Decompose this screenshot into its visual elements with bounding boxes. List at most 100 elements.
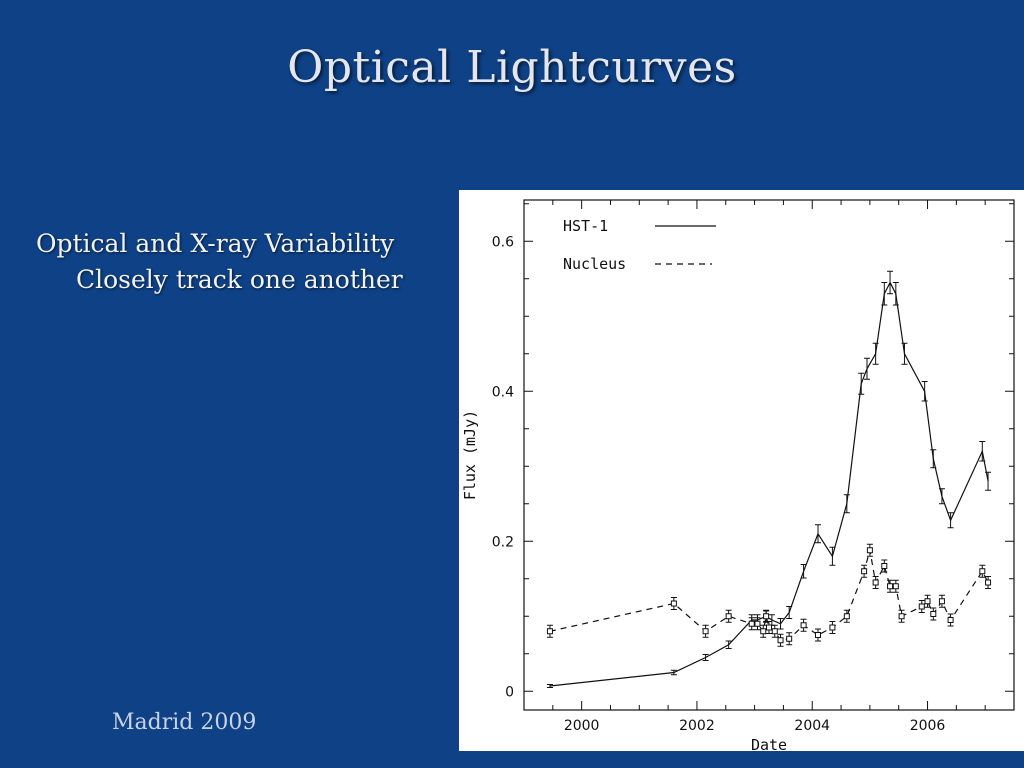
hst-1-point xyxy=(546,684,553,688)
point-marker xyxy=(866,547,873,554)
hst-1-point xyxy=(829,546,836,566)
y-tick-label: 0.6 xyxy=(492,234,514,250)
nucleus-point xyxy=(924,594,931,608)
hst-1-point xyxy=(786,606,793,619)
nucleus-point xyxy=(930,607,937,621)
point-marker xyxy=(924,598,931,605)
nucleus-point xyxy=(748,617,755,631)
nucleus-point xyxy=(843,609,850,623)
point-marker xyxy=(777,637,784,644)
hst-1-point xyxy=(892,282,899,306)
nucleus-point xyxy=(786,632,793,646)
hst-1-point xyxy=(872,342,879,365)
point-marker xyxy=(887,583,894,590)
nucleus-point xyxy=(872,576,879,589)
point-marker xyxy=(800,622,807,629)
point-marker xyxy=(881,563,888,569)
point-marker xyxy=(985,579,992,586)
hst-1-point xyxy=(938,488,945,505)
point-marker xyxy=(829,624,836,631)
y-tick-label: 0.4 xyxy=(492,384,514,400)
hst-1-point xyxy=(815,524,821,544)
nucleus-point xyxy=(829,621,836,634)
nucleus-point xyxy=(866,543,873,557)
y-tick-label: 0.2 xyxy=(492,534,514,550)
nucleus-point xyxy=(763,609,770,623)
point-marker xyxy=(725,613,732,620)
bullet-line-1: Optical and X-ray Variability xyxy=(36,229,395,258)
point-marker xyxy=(786,635,793,642)
point-marker xyxy=(546,628,553,635)
point-marker xyxy=(843,613,850,620)
hst-1-point xyxy=(901,342,908,365)
nucleus-point xyxy=(670,597,677,610)
point-marker xyxy=(918,603,925,610)
nucleus-point xyxy=(861,564,868,578)
point-marker xyxy=(760,628,767,635)
nucleus-point xyxy=(800,618,807,632)
axes-group: 2000 2002 2004 2006 0 0.2 0.4 0.6 xyxy=(492,200,1015,734)
x-tick-label: 2000 xyxy=(564,718,600,734)
nucleus-point xyxy=(985,576,992,589)
x-tick-label: 2004 xyxy=(794,718,830,734)
point-marker xyxy=(766,624,772,631)
nucleus-point xyxy=(947,613,954,627)
legend-label: HST-1 xyxy=(563,217,608,235)
hst-1-point xyxy=(930,449,937,469)
x-axis-label: Date xyxy=(751,736,787,751)
x-tick-label: 2006 xyxy=(910,718,946,734)
bullet-text: Optical and X-ray Variability Closely tr… xyxy=(36,226,436,298)
hst-1-point xyxy=(670,669,677,676)
hst-1-point xyxy=(864,357,870,380)
nucleus-point xyxy=(815,628,821,642)
hst-1-point xyxy=(858,372,865,395)
lightcurve-chart: 2000 2002 2004 2006 0 0.2 0.4 0.6 HST-1 Nucleus … xyxy=(459,190,1024,751)
hst-1-point xyxy=(881,282,888,306)
hst-1-point xyxy=(887,270,894,295)
footer-text: Madrid 2009 xyxy=(112,710,257,735)
point-marker xyxy=(898,613,905,620)
nucleus-point xyxy=(898,609,905,623)
nucleus-point xyxy=(777,633,784,647)
point-marker xyxy=(771,628,778,635)
nucleus-point xyxy=(760,624,767,638)
hst-1-point xyxy=(777,618,784,630)
hst-1-point xyxy=(985,471,992,491)
hst-1-point xyxy=(768,614,775,626)
hst-1-point xyxy=(725,640,732,649)
legend-label: Nucleus xyxy=(563,255,626,273)
point-marker xyxy=(815,632,821,638)
point-marker xyxy=(892,583,899,590)
nucleus-point xyxy=(766,621,772,634)
plot-frame xyxy=(523,199,1015,711)
bullet-line-2: Closely track one another xyxy=(76,265,403,294)
nucleus-point xyxy=(881,559,888,573)
hst-1-point xyxy=(800,564,807,579)
point-marker xyxy=(947,617,954,623)
point-marker xyxy=(930,611,937,617)
point-marker xyxy=(872,579,879,586)
x-tick-label: 2002 xyxy=(679,718,715,734)
nucleus-point xyxy=(938,594,945,608)
hst-1-point xyxy=(947,512,954,529)
nucleus-point xyxy=(725,609,732,623)
hst-1-point xyxy=(702,654,709,661)
nucleus-point xyxy=(546,624,553,638)
chart-legend: HST-1 Nucleus xyxy=(563,217,716,273)
nucleus-point xyxy=(702,624,709,638)
point-marker xyxy=(748,620,755,627)
point-marker xyxy=(763,613,770,620)
point-marker xyxy=(979,568,986,575)
point-marker xyxy=(670,600,677,607)
y-tick-label: 0 xyxy=(505,684,514,700)
y-axis-label: Flux (mJy) xyxy=(461,410,479,500)
nucleus-point xyxy=(892,579,899,593)
nucleus-point xyxy=(918,600,925,613)
nucleus-point xyxy=(979,564,986,578)
slide-title: Optical Lightcurves xyxy=(287,42,737,93)
point-marker xyxy=(702,628,709,635)
hst-1-point xyxy=(843,494,850,514)
point-marker xyxy=(938,598,945,605)
nucleus-point xyxy=(754,617,761,631)
